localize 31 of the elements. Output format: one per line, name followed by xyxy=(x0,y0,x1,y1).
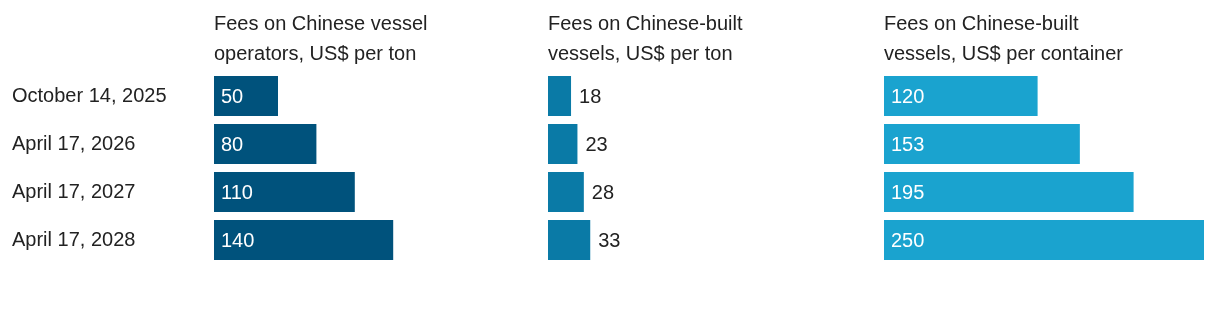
data-label: 23 xyxy=(585,132,608,155)
data-label: 33 xyxy=(598,228,621,251)
data-label: 110 xyxy=(221,180,253,203)
bar xyxy=(548,76,572,116)
data-label: 120 xyxy=(891,84,925,107)
data-label: 50 xyxy=(221,84,244,107)
y-tick-label: October 14, 2025 xyxy=(12,83,167,106)
bar xyxy=(884,220,1204,260)
data-label: 80 xyxy=(221,132,244,155)
bar xyxy=(214,220,394,260)
data-label: 195 xyxy=(891,180,925,203)
bar xyxy=(214,124,317,164)
bar xyxy=(548,172,584,212)
data-label: 250 xyxy=(891,228,925,251)
data-label: 140 xyxy=(221,228,255,251)
bar xyxy=(884,76,1038,116)
chart-title: Fees on Chinese vessel operators, US$ per ton xyxy=(214,11,429,66)
y-tick-label: April 17, 2026 xyxy=(12,131,136,154)
data-label: 153 xyxy=(891,132,925,155)
y-tick-label: April 17, 2027 xyxy=(12,179,136,202)
data-label: 18 xyxy=(579,84,602,107)
bar xyxy=(214,172,355,212)
y-tick-label: April 17, 2028 xyxy=(12,227,136,250)
bar xyxy=(214,76,278,116)
bar xyxy=(548,220,591,260)
chart-title: Fees on Chinese-built vessels, US$ per container xyxy=(884,11,1124,66)
bar xyxy=(884,172,1134,212)
text: Fees on Chinese-built vessels, US$ per ton xyxy=(548,11,744,66)
bar xyxy=(884,124,1080,164)
bar xyxy=(548,124,578,164)
data-label: 28 xyxy=(591,180,615,203)
